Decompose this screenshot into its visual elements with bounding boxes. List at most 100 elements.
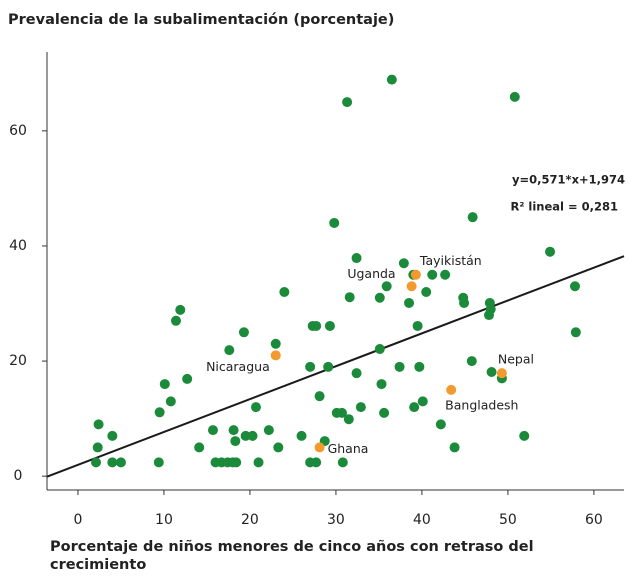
- point: [231, 457, 242, 468]
- point: [159, 379, 170, 390]
- point: [355, 402, 366, 413]
- point: [435, 419, 446, 430]
- point: [253, 457, 264, 468]
- point: [170, 315, 181, 326]
- point: [336, 407, 347, 418]
- r-squared: R² lineal = 0,281: [511, 200, 619, 214]
- point: [329, 217, 340, 228]
- point: [115, 457, 126, 468]
- chart: y=0,571*x+1,974 R² lineal = 0,281 0 20 40 6…: [9, 52, 625, 528]
- point: [311, 320, 322, 331]
- point: [323, 361, 334, 372]
- point: [270, 338, 281, 349]
- point: [351, 368, 362, 379]
- point: [570, 327, 581, 338]
- point: [406, 281, 417, 292]
- point: [344, 292, 355, 303]
- point: [305, 361, 316, 372]
- point: [486, 367, 497, 378]
- point: [324, 320, 335, 331]
- point: [381, 281, 392, 292]
- point: [240, 430, 251, 441]
- point: [263, 425, 274, 436]
- point: [247, 430, 258, 441]
- point: [194, 442, 205, 453]
- x-axis-label: Porcentaje de niños menores de cinco año…: [50, 539, 534, 573]
- point: [351, 253, 362, 264]
- point: [91, 457, 102, 468]
- y-tick-label: 60: [9, 123, 27, 139]
- point: [509, 91, 520, 102]
- point: [374, 343, 385, 354]
- point-label: Uganda: [347, 266, 395, 281]
- point: [93, 419, 104, 430]
- x-tick-label: 50: [499, 512, 517, 528]
- point: [374, 292, 385, 303]
- point: [342, 97, 353, 108]
- point: [459, 297, 470, 308]
- point: [273, 442, 284, 453]
- point: [311, 457, 322, 468]
- point: [107, 430, 118, 441]
- point: [314, 442, 325, 453]
- point: [410, 269, 421, 280]
- point: [228, 425, 239, 436]
- point: [376, 379, 387, 390]
- point: [449, 442, 460, 453]
- point: [279, 287, 290, 298]
- point: [398, 258, 409, 269]
- point: [409, 402, 420, 413]
- point: [230, 436, 241, 447]
- x-tick-label: 10: [155, 512, 173, 528]
- x-tick-label: 30: [327, 512, 345, 528]
- point: [404, 297, 415, 308]
- point: [314, 391, 325, 402]
- x-tick-label: 20: [241, 512, 259, 528]
- point-label: Ghana: [328, 441, 369, 456]
- point: [519, 430, 530, 441]
- point-label: Nepal: [498, 352, 534, 367]
- point: [427, 269, 438, 280]
- y-tick-label: 0: [14, 468, 23, 484]
- point: [238, 327, 249, 338]
- point: [414, 361, 425, 372]
- point: [337, 457, 348, 468]
- point: [270, 350, 281, 361]
- point: [207, 425, 218, 436]
- point: [467, 212, 478, 223]
- point: [224, 345, 235, 356]
- point: [343, 414, 354, 425]
- x-tick-label: 40: [413, 512, 431, 528]
- point: [496, 368, 507, 379]
- point-label: Bangladesh: [445, 397, 518, 412]
- point: [154, 407, 165, 418]
- point: [165, 396, 176, 407]
- point: [417, 396, 428, 407]
- y-tick-label: 20: [9, 353, 27, 369]
- y-tick-label: 40: [9, 238, 27, 254]
- point-label: Nicaragua: [206, 359, 270, 374]
- point: [107, 457, 118, 468]
- point: [92, 442, 103, 453]
- point: [421, 287, 432, 298]
- point: [545, 246, 556, 257]
- point: [394, 361, 405, 372]
- point-label: Tayikistán: [419, 253, 482, 268]
- x-tick-label: 0: [73, 512, 82, 528]
- point: [412, 320, 423, 331]
- point: [386, 74, 397, 85]
- point: [153, 457, 164, 468]
- point: [569, 281, 580, 292]
- point: [296, 430, 307, 441]
- point: [379, 407, 390, 418]
- point: [250, 402, 261, 413]
- point: [446, 384, 457, 395]
- point: [440, 269, 451, 280]
- trend-line: [46, 255, 625, 478]
- point: [182, 373, 193, 384]
- point: [485, 304, 496, 315]
- x-tick-label: 60: [585, 512, 603, 528]
- chart-title: Prevalencia de la subalimentación (porce…: [8, 12, 395, 28]
- point: [466, 356, 477, 367]
